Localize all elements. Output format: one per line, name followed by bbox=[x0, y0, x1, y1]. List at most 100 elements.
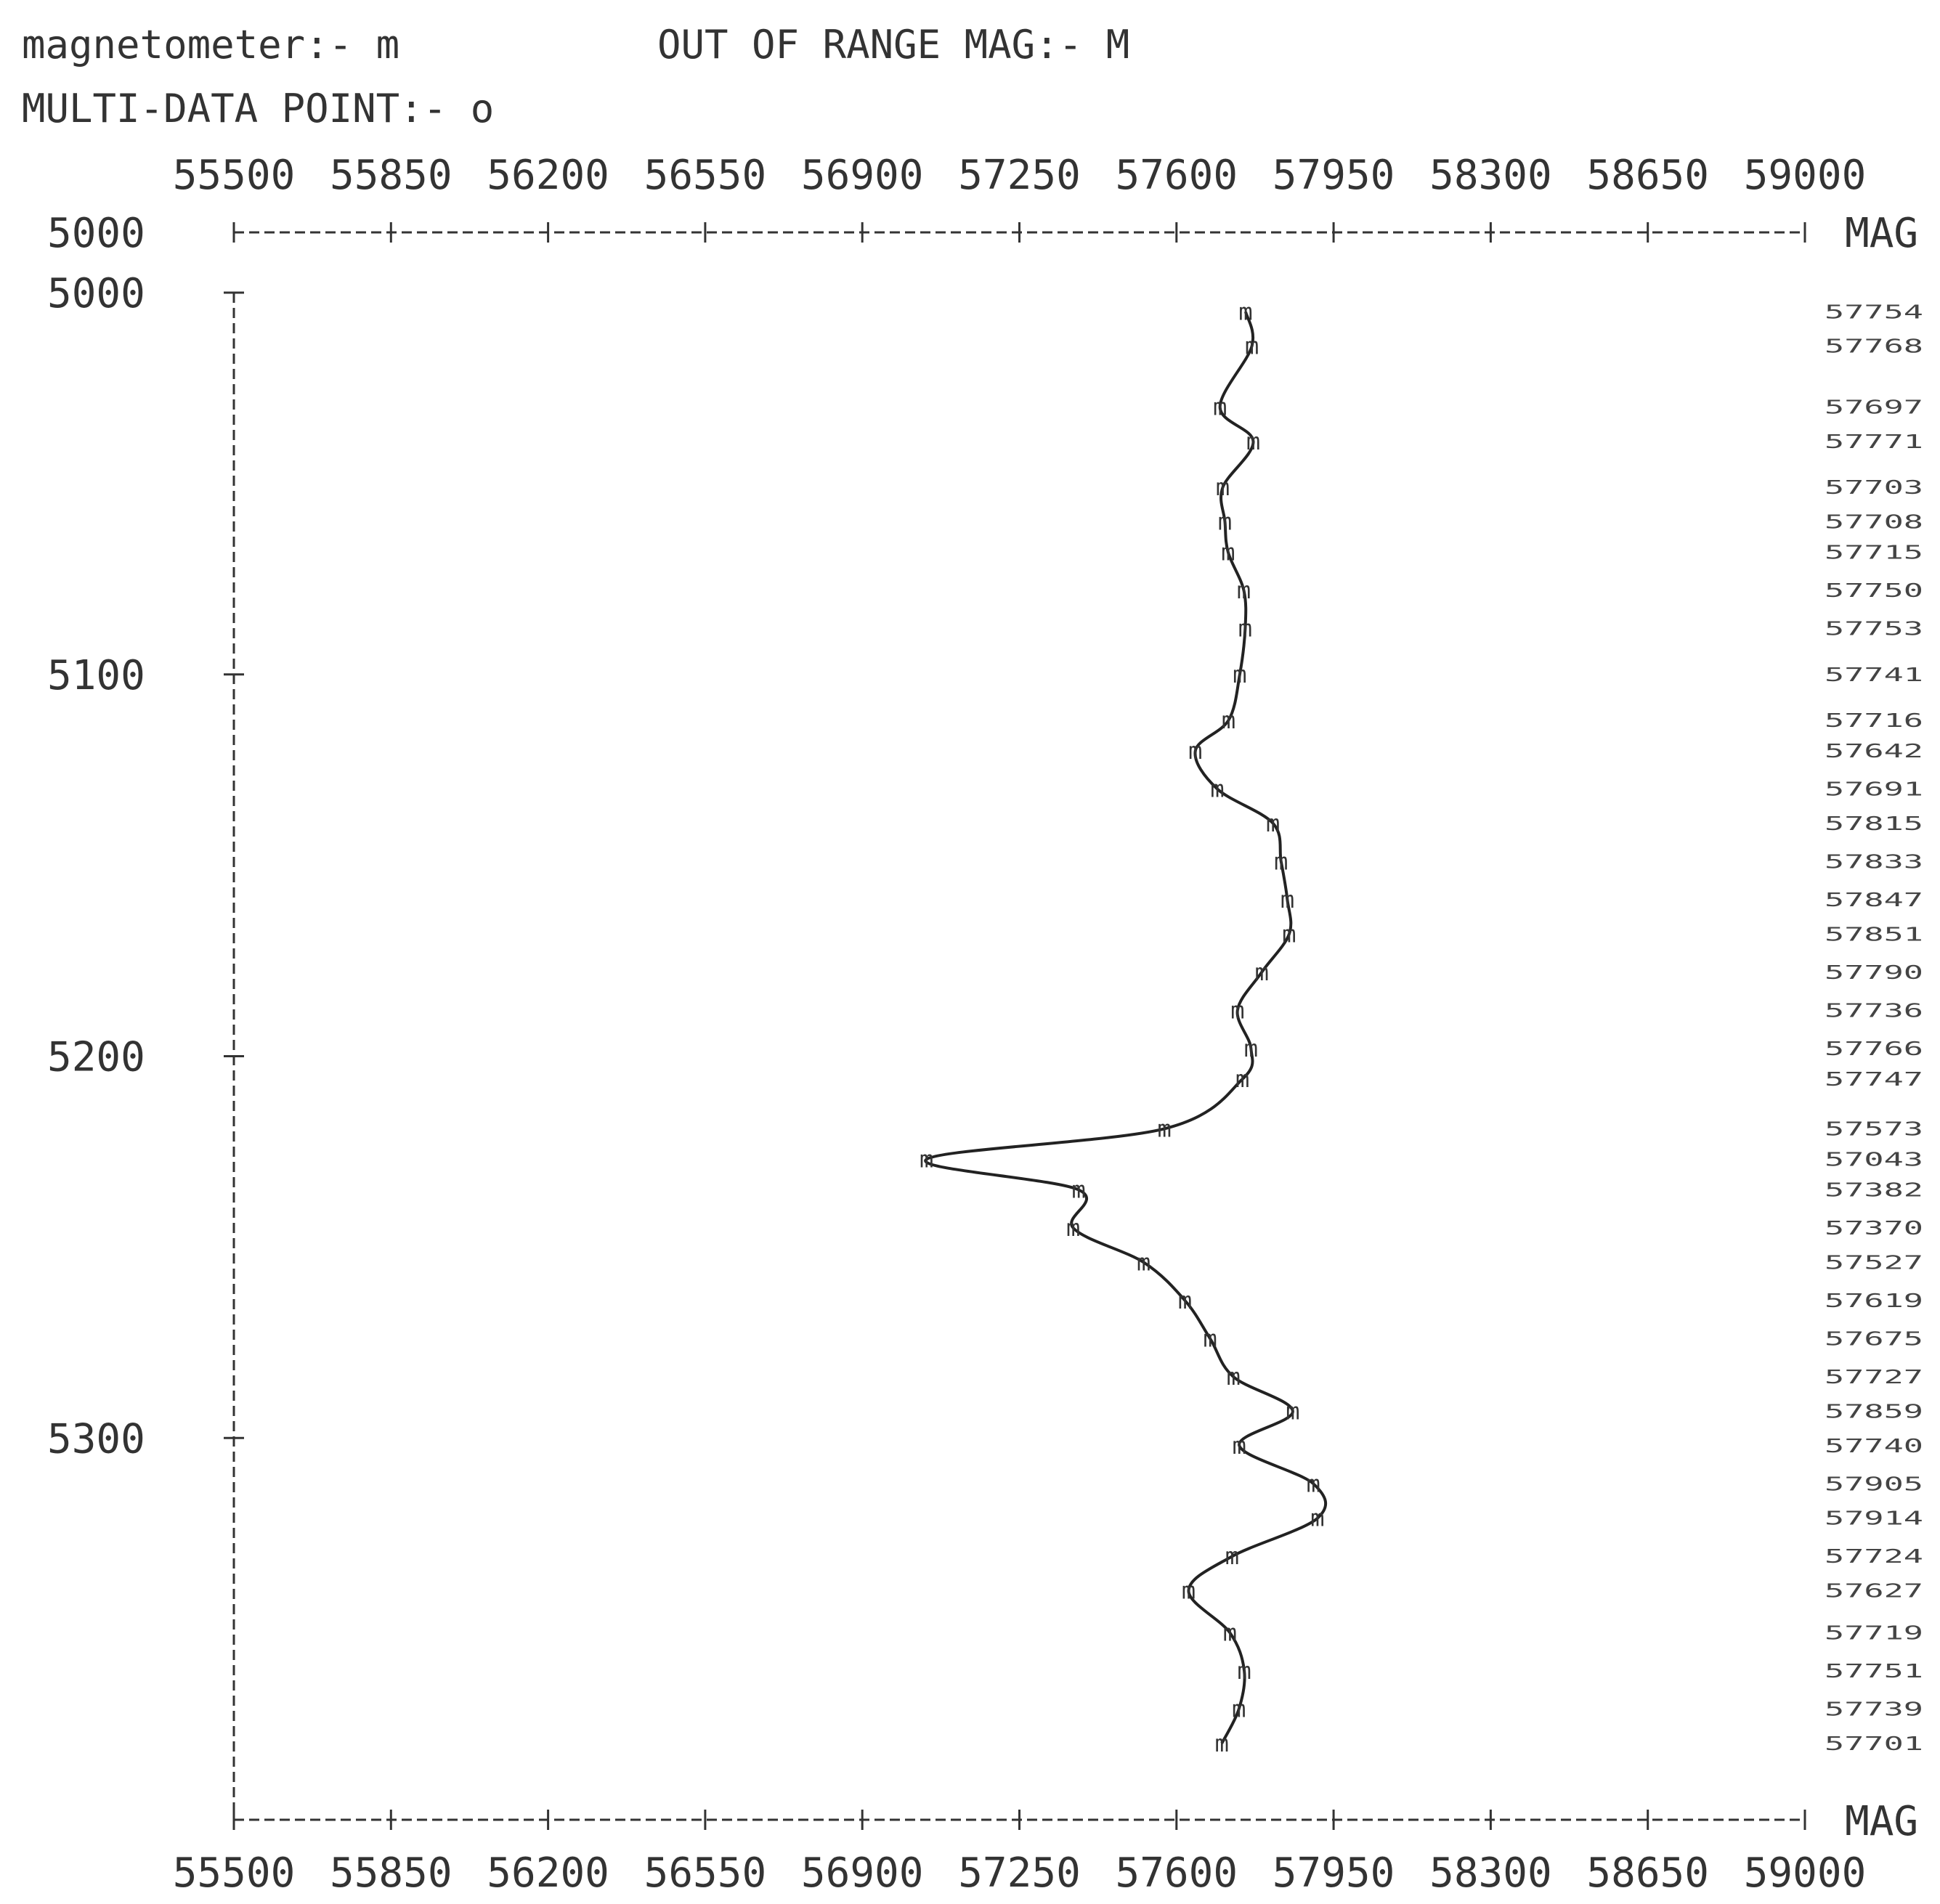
value-label: 57691 bbox=[1825, 778, 1923, 800]
data-point-marker: m bbox=[1282, 920, 1296, 948]
data-point-marker: m bbox=[1238, 615, 1252, 643]
value-label: 57753 bbox=[1825, 619, 1923, 640]
y-tick-labels: 5000 5000 5100 5200 5300 bbox=[47, 210, 145, 1462]
value-label: 57719 bbox=[1825, 1622, 1923, 1644]
data-point-marker: m bbox=[1235, 1065, 1249, 1093]
value-label: 57790 bbox=[1825, 962, 1923, 984]
x-tick-label: 58300 bbox=[1429, 1850, 1552, 1897]
value-label: 57739 bbox=[1825, 1699, 1923, 1721]
data-point-marker: m bbox=[1221, 539, 1235, 566]
data-point-marker: m bbox=[1281, 886, 1294, 914]
data-point-marker: m bbox=[1310, 1505, 1324, 1532]
value-label: 57573 bbox=[1825, 1118, 1923, 1140]
value-label-column: 57754 57768 57697 57771 57703 57708 57715 57750… bbox=[1825, 301, 1923, 1755]
value-label: 57851 bbox=[1825, 924, 1923, 945]
value-label: 57815 bbox=[1825, 813, 1923, 835]
value-label: 57741 bbox=[1825, 664, 1923, 686]
data-point-marker: m bbox=[1233, 1432, 1246, 1460]
value-label: 57627 bbox=[1825, 1581, 1923, 1603]
value-label: 57043 bbox=[1825, 1149, 1923, 1171]
value-label: 57701 bbox=[1825, 1733, 1923, 1755]
value-label: 57724 bbox=[1825, 1546, 1923, 1568]
x-tick-label: 57950 bbox=[1273, 152, 1395, 199]
data-point-marker: m bbox=[1255, 959, 1269, 986]
data-point-marker: m bbox=[1233, 661, 1246, 688]
data-point-marker: m bbox=[1227, 1363, 1241, 1391]
data-point-marker: m bbox=[1071, 1176, 1085, 1204]
value-label: 57370 bbox=[1825, 1218, 1923, 1240]
data-point-marker: m bbox=[1246, 428, 1260, 455]
data-point-marker: m bbox=[1216, 473, 1230, 501]
value-label: 57750 bbox=[1825, 580, 1923, 602]
x-tick-label: 56200 bbox=[487, 152, 609, 199]
x-tick-label: 55500 bbox=[173, 152, 296, 199]
value-label: 57715 bbox=[1825, 542, 1923, 564]
value-label: 57727 bbox=[1825, 1367, 1923, 1388]
data-point-marker: m bbox=[1245, 333, 1259, 360]
out-of-range-legend: OUT OF RANGE MAG:- M bbox=[657, 22, 1129, 68]
value-label: 57833 bbox=[1825, 851, 1923, 873]
value-label: 57708 bbox=[1825, 511, 1923, 533]
x-tick-label: 56200 bbox=[487, 1850, 609, 1897]
data-point-marker: m bbox=[920, 1145, 933, 1173]
data-point-marker: m bbox=[1204, 1325, 1217, 1353]
data-point-marker: m bbox=[1222, 707, 1235, 734]
x-tick-label: 58650 bbox=[1586, 152, 1709, 199]
data-point-marker: m bbox=[1188, 737, 1202, 765]
value-label: 57697 bbox=[1825, 397, 1923, 419]
value-label: 57751 bbox=[1825, 1661, 1923, 1683]
data-point-marker: m bbox=[1066, 1214, 1080, 1242]
x-tick-labels-top: 55500 55850 56200 56550 56900 57250 57600 57950… bbox=[173, 152, 1867, 199]
value-label: 57619 bbox=[1825, 1290, 1923, 1312]
plot-frame bbox=[224, 222, 1806, 1830]
mag-axis-label-bottom: MAG bbox=[1845, 1798, 1918, 1845]
data-point-marker: m bbox=[1182, 1577, 1196, 1605]
value-label: 57703 bbox=[1825, 477, 1923, 499]
x-tick-label: 56550 bbox=[644, 152, 767, 199]
data-point-marker: m bbox=[1215, 1730, 1229, 1757]
x-tick-label: 55850 bbox=[330, 1850, 452, 1897]
trace-line bbox=[924, 311, 1328, 1744]
x-tick-label: 58300 bbox=[1429, 152, 1552, 199]
value-label: 57382 bbox=[1825, 1180, 1923, 1202]
data-point-marker: m bbox=[1178, 1287, 1192, 1314]
data-point-marker: m bbox=[1266, 810, 1280, 837]
x-tick-label: 57600 bbox=[1116, 1850, 1238, 1897]
mag-axis-label-top: MAG bbox=[1845, 210, 1918, 257]
value-label: 57768 bbox=[1825, 336, 1923, 358]
x-tick-label: 56900 bbox=[801, 152, 924, 199]
data-point-marker: m bbox=[1157, 1115, 1171, 1142]
value-label: 57527 bbox=[1825, 1252, 1923, 1274]
value-label: 57914 bbox=[1825, 1508, 1923, 1530]
x-tick-label: 59000 bbox=[1744, 1850, 1867, 1897]
value-label: 57754 bbox=[1825, 301, 1923, 323]
x-tick-label: 56550 bbox=[644, 1850, 767, 1897]
data-point-marker: m bbox=[1225, 1542, 1239, 1570]
data-point-marker: m bbox=[1244, 1035, 1258, 1062]
data-point-marker: m bbox=[1237, 1657, 1251, 1685]
value-label: 57771 bbox=[1825, 431, 1923, 453]
data-point-marker: m bbox=[1223, 1619, 1237, 1646]
x-tick-label: 55850 bbox=[330, 152, 452, 199]
value-label: 57747 bbox=[1825, 1069, 1923, 1091]
value-label: 57766 bbox=[1825, 1038, 1923, 1060]
x-tick-labels-bottom: 55500 55850 56200 56550 56900 57250 57600 57950… bbox=[173, 1850, 1867, 1897]
value-label: 57736 bbox=[1825, 1000, 1923, 1022]
x-tick-label: 56900 bbox=[801, 1850, 924, 1897]
y-tick-label: 5000 bbox=[47, 210, 145, 257]
data-point-marker: m bbox=[1237, 577, 1251, 604]
x-tick-label: 57950 bbox=[1273, 1850, 1395, 1897]
data-point-marker: m bbox=[1218, 508, 1232, 535]
x-tick-label: 57600 bbox=[1116, 152, 1238, 199]
data-point-marker: m bbox=[1137, 1248, 1150, 1276]
x-tick-label: 58650 bbox=[1586, 1850, 1709, 1897]
value-label: 57740 bbox=[1825, 1436, 1923, 1457]
data-point-marker: m bbox=[1210, 775, 1224, 802]
y-tick-label: 5200 bbox=[47, 1034, 145, 1081]
data-point-marker: m bbox=[1230, 996, 1244, 1024]
value-label: 57859 bbox=[1825, 1401, 1923, 1423]
value-label: 57716 bbox=[1825, 710, 1923, 732]
data-point-marker: m bbox=[1286, 1397, 1299, 1425]
